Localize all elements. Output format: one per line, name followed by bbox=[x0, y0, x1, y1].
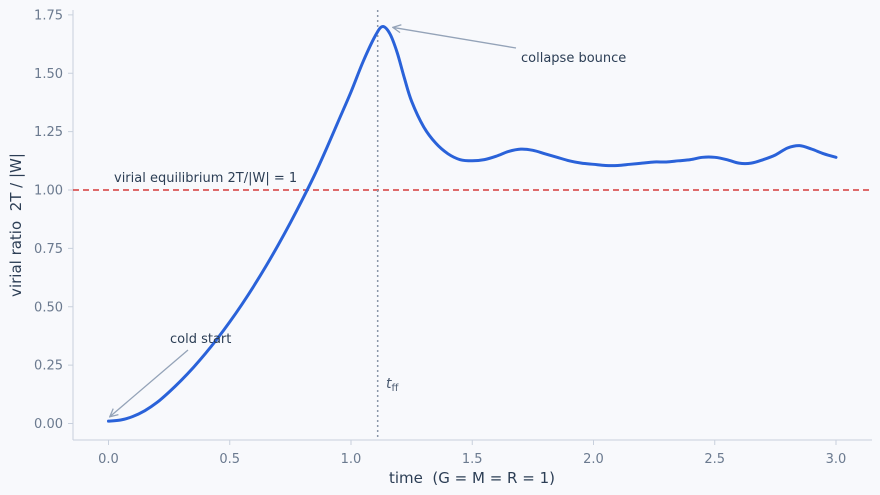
y-tick-label: 1.00 bbox=[34, 184, 63, 199]
collapse-bounce-arrow bbox=[394, 28, 517, 49]
y-ticks: 0.00 0.25 0.50 0.75 1.00 1.25 1.50 1.75 bbox=[34, 8, 73, 432]
y-axis-title: virial ratio 2T / |W| bbox=[7, 153, 25, 297]
x-tick-label: 2.0 bbox=[583, 452, 604, 467]
virial-equilibrium-label: virial equilibrium 2T/|W| = 1 bbox=[114, 171, 297, 186]
y-tick-label: 1.75 bbox=[34, 8, 63, 23]
x-tick-label: 3.0 bbox=[826, 452, 847, 467]
x-ticks: 0.0 0.5 1.0 1.5 2.0 2.5 3.0 bbox=[98, 440, 846, 467]
cold-start-arrow bbox=[111, 349, 189, 416]
collapse-bounce-label: collapse bounce bbox=[521, 51, 626, 66]
y-tick-label: 0.50 bbox=[34, 300, 63, 315]
y-tick-label: 0.75 bbox=[34, 242, 63, 257]
x-tick-label: 1.5 bbox=[462, 452, 483, 467]
free-fall-time-label: tff bbox=[386, 376, 400, 394]
y-tick-label: 0.25 bbox=[34, 359, 63, 374]
x-axis-title: time (G = M = R = 1) bbox=[389, 469, 555, 487]
x-tick-label: 2.5 bbox=[704, 452, 725, 467]
x-tick-label: 0.5 bbox=[219, 452, 240, 467]
y-tick-label: 1.50 bbox=[34, 67, 63, 82]
x-tick-label: 1.0 bbox=[341, 452, 362, 467]
x-tick-label: 0.0 bbox=[98, 452, 119, 467]
cold-start-label: cold start bbox=[170, 332, 231, 347]
y-tick-label: 1.25 bbox=[34, 125, 63, 140]
tff-label-main: t bbox=[386, 376, 392, 392]
virial-ratio-series-line bbox=[107, 25, 838, 423]
tff-label-sub: ff bbox=[392, 383, 400, 394]
y-tick-label: 0.00 bbox=[34, 417, 63, 432]
